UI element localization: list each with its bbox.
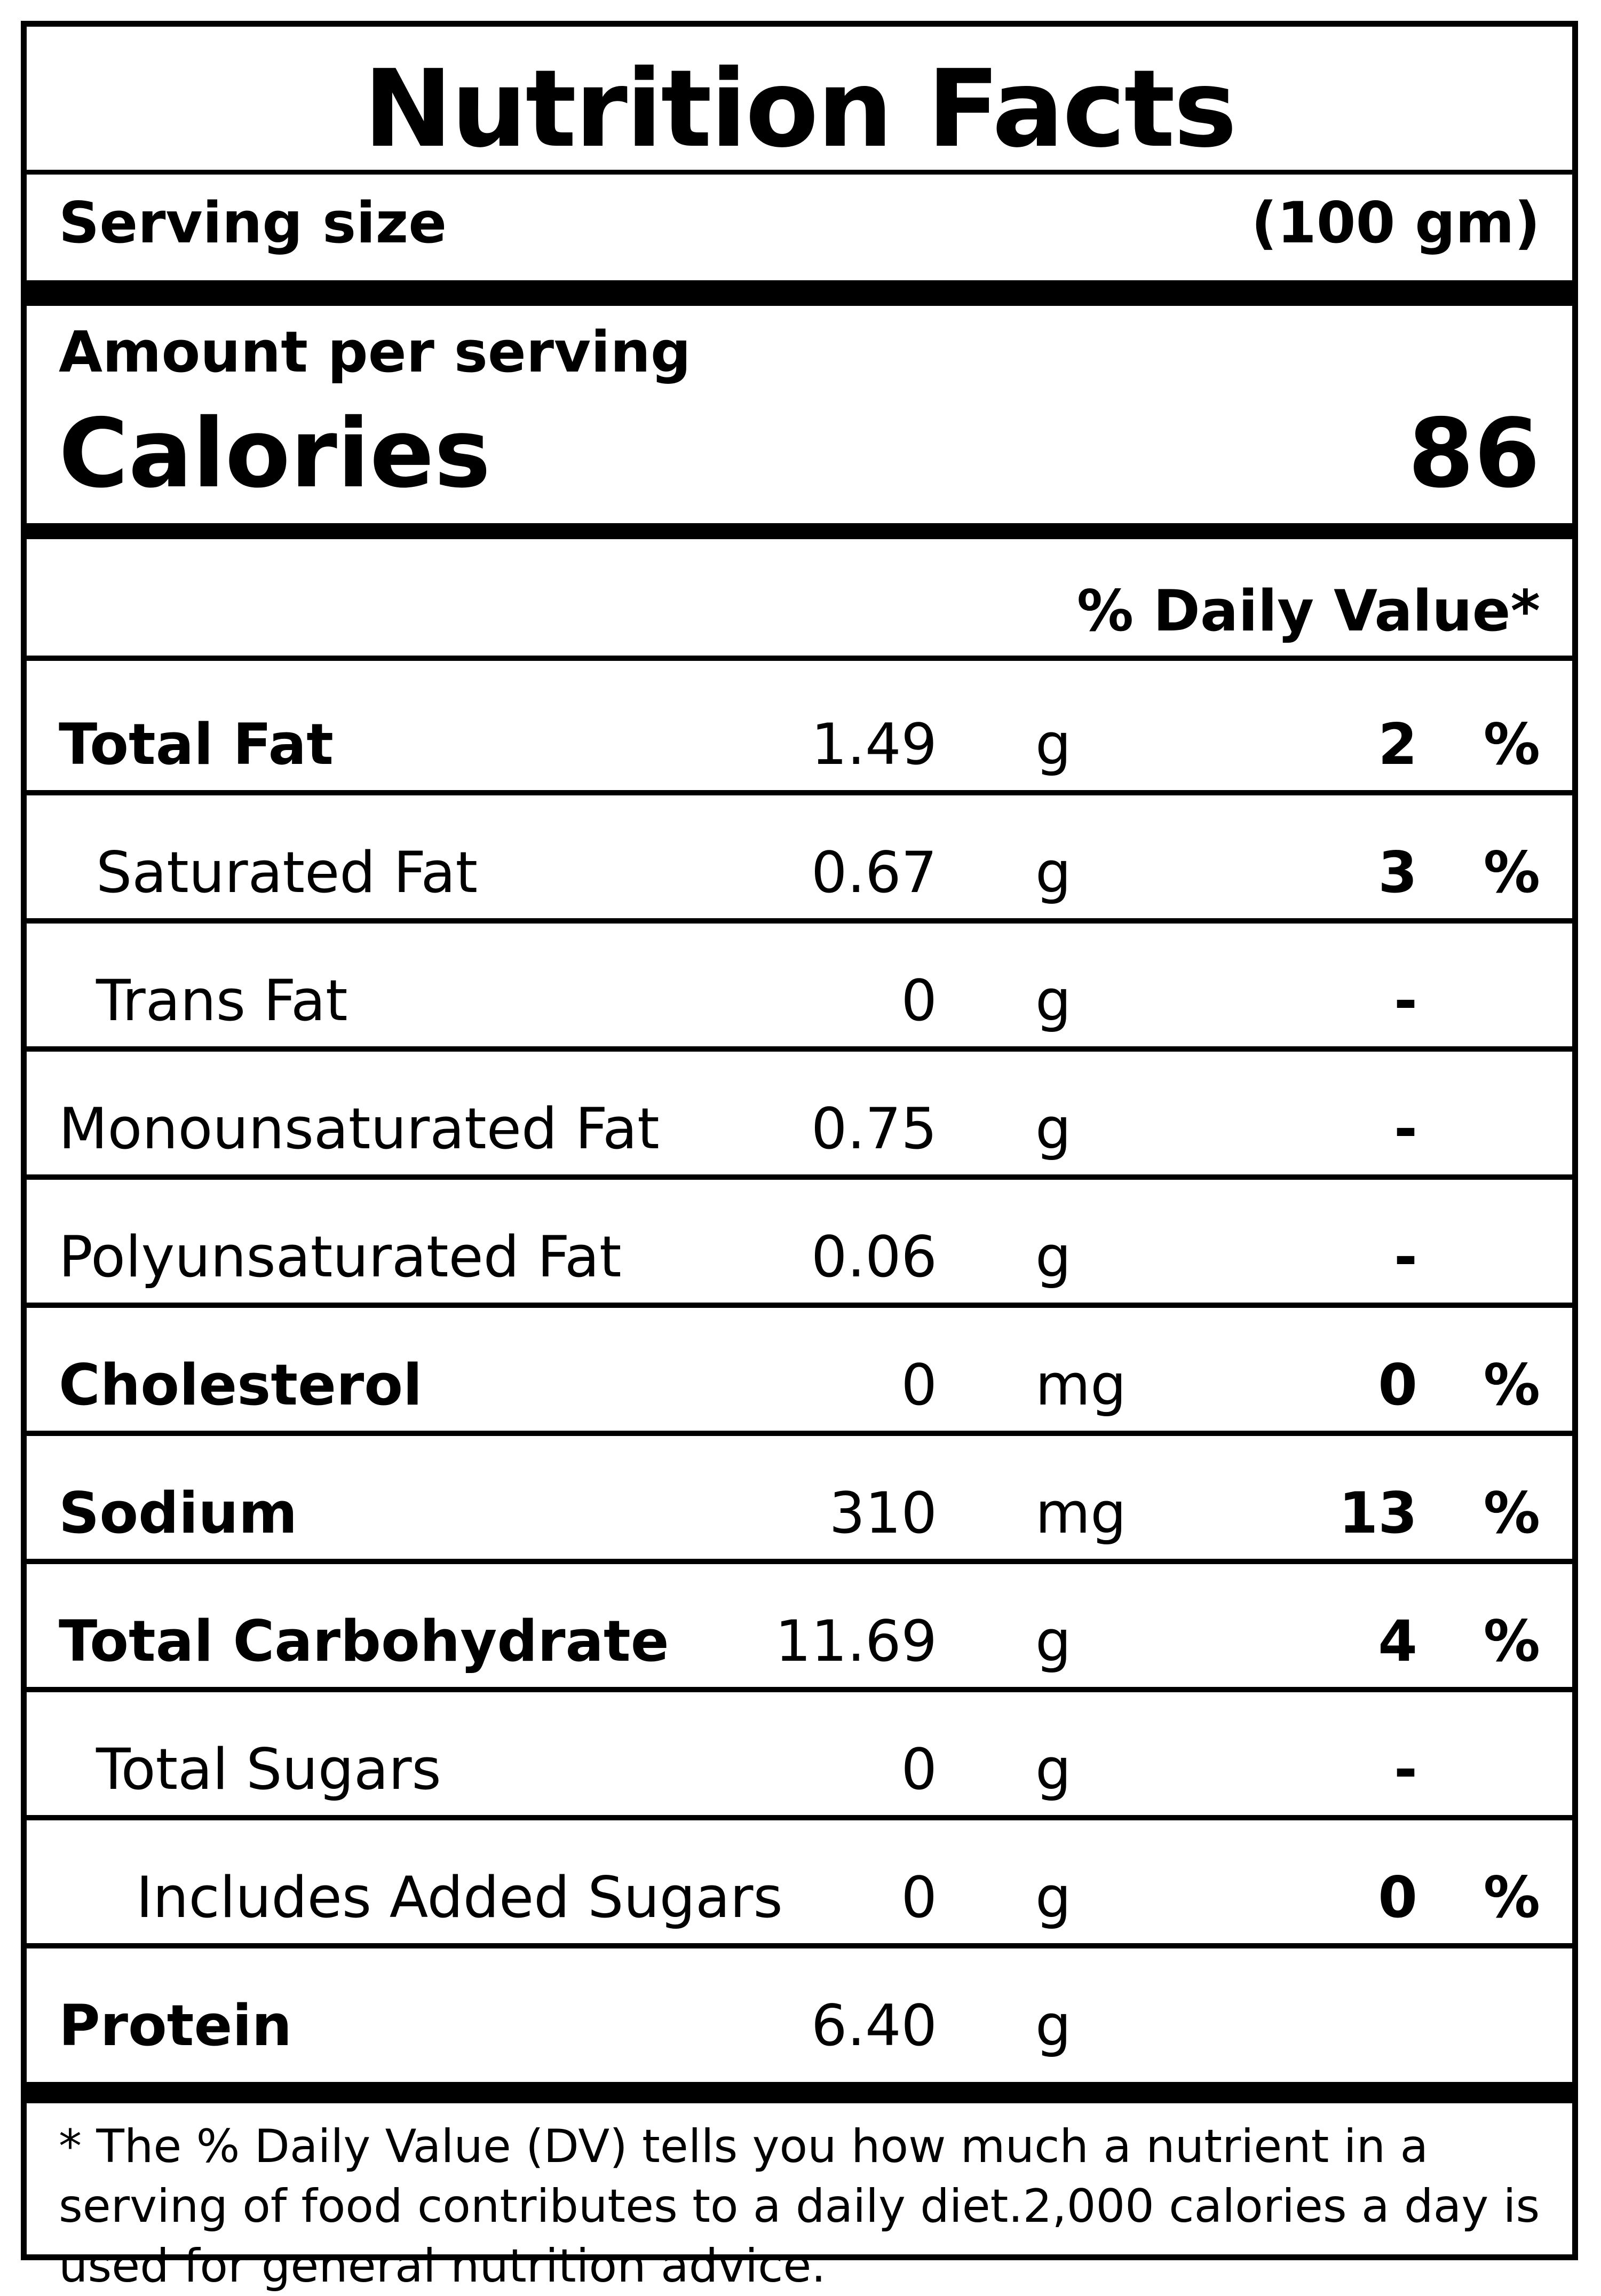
nutrient-name: Includes Added Sugars (136, 1865, 783, 1930)
nutrient-daily-value: 0 (1378, 1865, 1417, 1930)
nutrient-daily-value: 13 (1338, 1480, 1417, 1546)
nutrient-name: Cholesterol (59, 1352, 423, 1418)
nutrient-name: Monounsaturated Fat (59, 1096, 660, 1162)
nutrient-unit: g (1035, 1737, 1072, 1802)
nutrient-row-saturated-fat: Saturated Fat 0.67 g 3 % (59, 814, 1540, 932)
nutrient-name: Polyunsaturated Fat (59, 1224, 622, 1290)
nutrient-name: Protein (59, 1993, 292, 2058)
serving-size-row: Serving size (100 gm) (59, 170, 1540, 277)
percent-sign: % (1483, 1352, 1540, 1418)
nutrient-amount: 0 (901, 1865, 937, 1930)
nutrient-daily-value: - (1394, 1096, 1417, 1162)
thick-divider (21, 280, 1578, 306)
divider (21, 1687, 1578, 1692)
nutrient-daily-value: 3 (1378, 840, 1417, 905)
divider (21, 790, 1578, 795)
nutrient-unit: mg (1035, 1352, 1127, 1418)
nutrient-daily-value: - (1394, 968, 1417, 1033)
nutrient-unit: g (1035, 1993, 1072, 2058)
serving-size-label: Serving size (59, 190, 447, 256)
divider (21, 1815, 1578, 1820)
percent-sign: % (1483, 1480, 1540, 1546)
nutrient-row-trans-fat: Trans Fat 0 g - (59, 942, 1540, 1060)
thick-divider (21, 523, 1578, 539)
nutrient-daily-value: 4 (1378, 1608, 1417, 1674)
divider (21, 1046, 1578, 1052)
nutrition-label: Nutrition Facts Serving size (100 gm) Am… (21, 21, 1578, 2293)
nutrient-row-monounsaturated-fat: Monounsaturated Fat 0.75 g - (59, 1070, 1540, 1188)
divider (21, 170, 1578, 175)
divider (21, 1943, 1578, 1948)
nutrient-amount: 11.69 (775, 1608, 937, 1674)
divider (21, 1431, 1578, 1436)
nutrient-name: Total Fat (59, 712, 334, 777)
percent-sign: % (1483, 1865, 1540, 1930)
percent-sign: % (1483, 840, 1540, 905)
nutrient-amount: 0.75 (811, 1096, 937, 1162)
nutrient-daily-value: - (1394, 1224, 1417, 1290)
calories-label: Calories (59, 398, 491, 509)
nutrient-amount: 0.67 (811, 840, 937, 905)
divider (21, 918, 1578, 924)
percent-sign: % (1483, 1608, 1540, 1674)
daily-value-footnote: * The % Daily Value (DV) tells you how m… (59, 2120, 1540, 2293)
calories-row: Calories 86 (59, 400, 1540, 518)
serving-size-value: (100 gm) (1251, 190, 1540, 256)
nutrient-daily-value: 2 (1378, 712, 1417, 777)
nutrient-unit: g (1035, 1224, 1072, 1290)
nutrient-row-sodium: Sodium 310 mg 13 % (59, 1455, 1540, 1572)
divider (21, 656, 1578, 661)
nutrient-daily-value: - (1394, 1737, 1417, 1802)
nutrient-unit: g (1035, 1608, 1072, 1674)
nutrient-amount: 0.06 (811, 1224, 937, 1290)
nutrient-row-added-sugars: Includes Added Sugars 0 g 0 % (59, 1839, 1540, 1956)
nutrient-row-protein: Protein 6.40 g (59, 1967, 1540, 2085)
nutrient-name: Trans Fat (96, 968, 348, 1033)
nutrient-unit: g (1035, 1865, 1072, 1930)
nutrient-row-total-sugars: Total Sugars 0 g - (59, 1711, 1540, 1828)
nutrient-unit: mg (1035, 1480, 1127, 1546)
nutrient-unit: g (1035, 1096, 1072, 1162)
calories-value: 86 (1408, 398, 1540, 509)
nutrient-daily-value: 0 (1378, 1352, 1417, 1418)
nutrient-row-cholesterol: Cholesterol 0 mg 0 % (59, 1327, 1540, 1444)
nutrient-row-total-carbohydrate: Total Carbohydrate 11.69 g 4 % (59, 1583, 1540, 1700)
amount-per-serving: Amount per serving (59, 319, 691, 385)
nutrient-name: Total Carbohydrate (59, 1608, 669, 1674)
nutrient-unit: g (1035, 968, 1072, 1033)
nutrient-amount: 0 (901, 1352, 937, 1418)
divider (21, 1174, 1578, 1180)
nutrient-amount: 310 (829, 1480, 937, 1546)
nutrient-amount: 1.49 (811, 712, 937, 777)
thick-divider (21, 2082, 1578, 2103)
nutrient-amount: 6.40 (811, 1993, 937, 2058)
nutrient-row-polyunsaturated-fat: Polyunsaturated Fat 0.06 g - (59, 1198, 1540, 1316)
nutrient-amount: 0 (901, 968, 937, 1033)
nutrient-amount: 0 (901, 1737, 937, 1802)
percent-sign: % (1483, 712, 1540, 777)
nutrient-name: Sodium (59, 1480, 298, 1546)
nutrient-name: Total Sugars (96, 1737, 441, 1802)
nutrient-name: Saturated Fat (96, 840, 478, 905)
daily-value-header: % Daily Value* (1076, 578, 1540, 644)
nutrient-unit: g (1035, 712, 1072, 777)
nutrient-row-total-fat: Total Fat 1.49 g 2 % (59, 686, 1540, 803)
nutrient-unit: g (1035, 840, 1072, 905)
divider (21, 1559, 1578, 1564)
label-title: Nutrition Facts (363, 47, 1237, 171)
divider (21, 1303, 1578, 1308)
